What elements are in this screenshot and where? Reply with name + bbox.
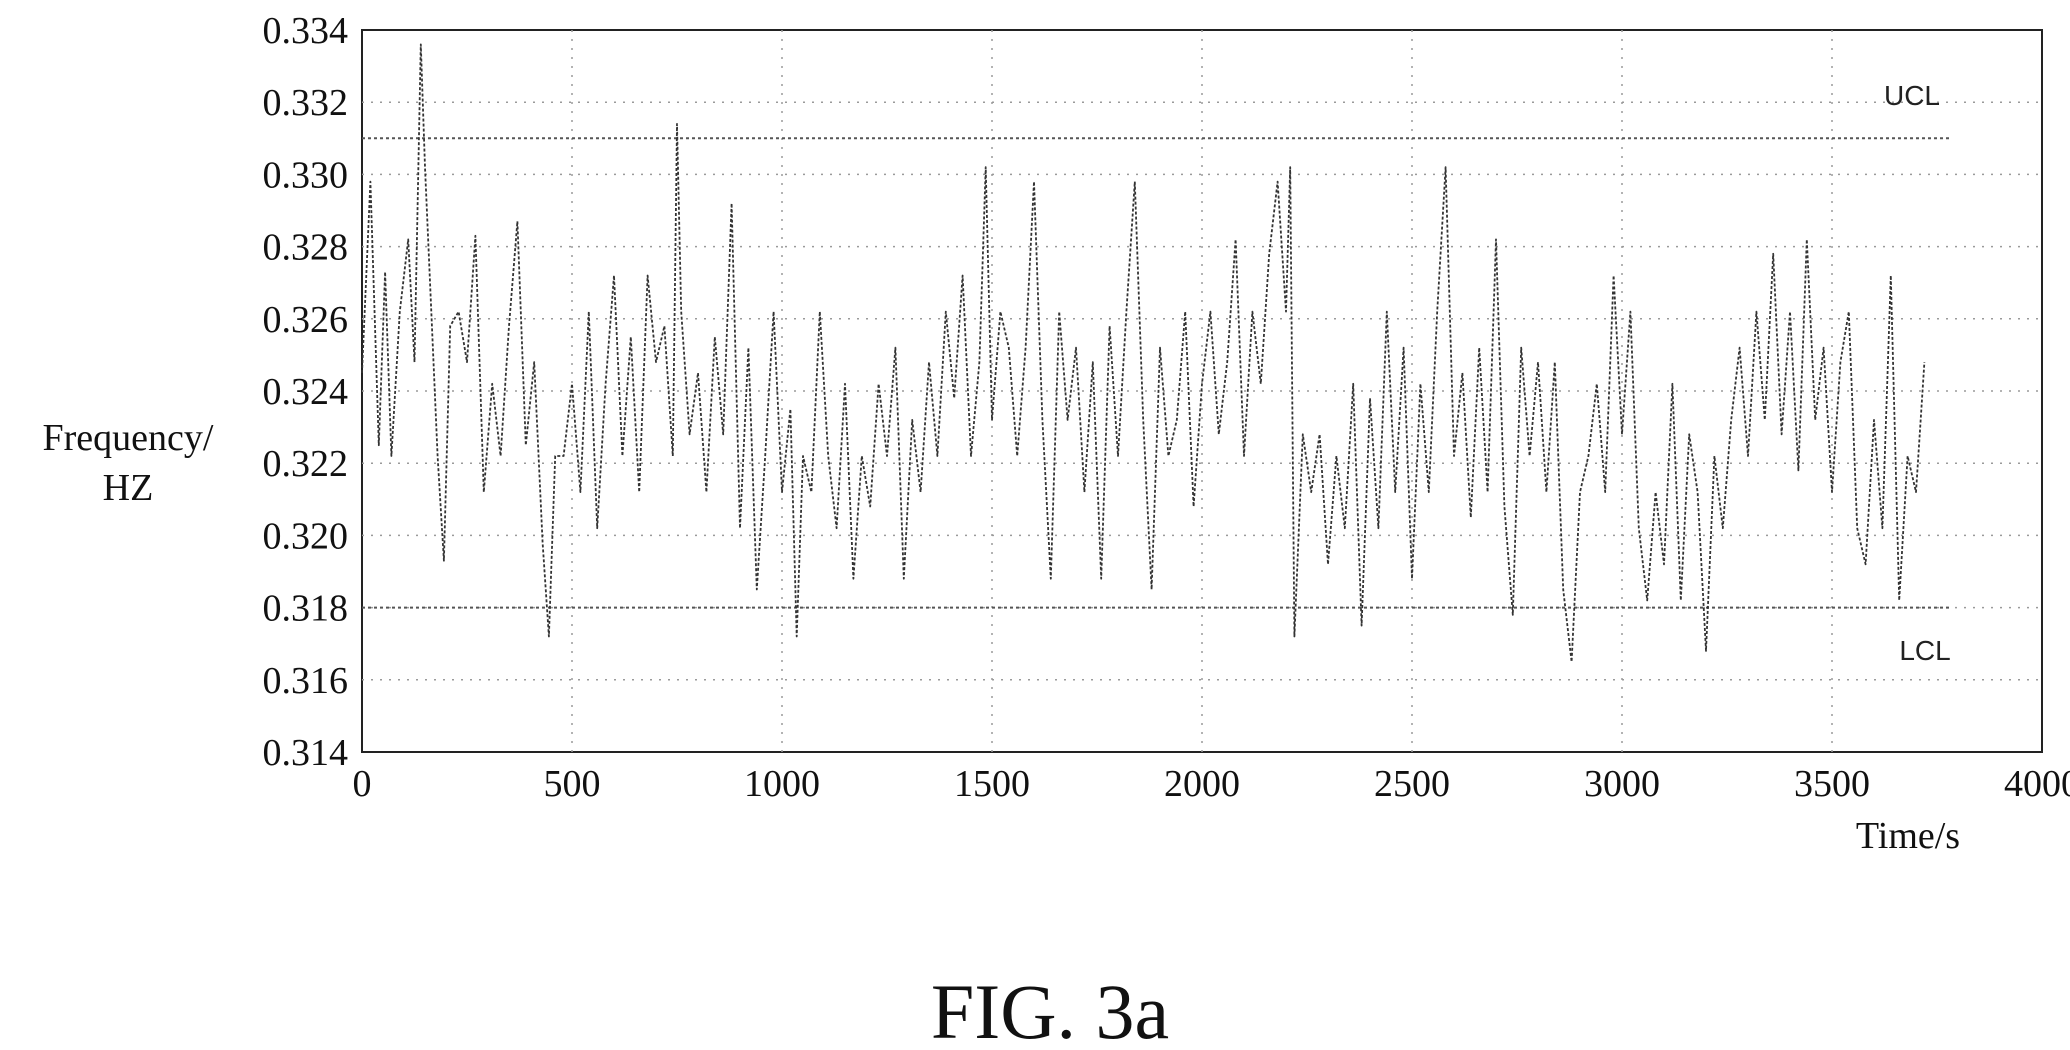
y-tick-label: 0.330: [263, 154, 349, 196]
x-tick-label: 2500: [1374, 763, 1450, 805]
series-group: [361, 43, 1926, 663]
y-tick-label: 0.326: [263, 299, 349, 341]
x-tick-label: 500: [544, 763, 601, 805]
y-tick-labels: 0.314 0.316 0.318 0.320 0.322 0.324 0.326 0.328…: [263, 10, 349, 774]
x-axis-title: Time/s: [1856, 815, 1960, 857]
y-tick-label: 0.324: [263, 371, 349, 413]
y-tick-label: 0.316: [263, 660, 349, 702]
x-tick-label: 3500: [1794, 763, 1870, 805]
y-tick-label: 0.318: [263, 588, 349, 630]
y-tick-label: 0.314: [263, 732, 349, 774]
frequency-series-line: [361, 43, 1926, 663]
y-tick-label: 0.320: [263, 515, 349, 557]
y-tick-label: 0.322: [263, 443, 349, 485]
lcl-label: LCL: [1899, 635, 1950, 666]
figure-caption: FIG. 3a: [931, 968, 1169, 1050]
x-tick-label: 3000: [1584, 763, 1660, 805]
y-tick-label: 0.334: [263, 10, 349, 52]
ucl-label: UCL: [1884, 80, 1940, 111]
x-tick-label: 0: [353, 763, 372, 805]
control-limit-lines: [362, 137, 1950, 609]
y-tick-label: 0.328: [263, 227, 349, 269]
y-tick-label: 0.332: [263, 82, 349, 124]
x-tick-label: 1500: [954, 763, 1030, 805]
x-tick-label: 2000: [1164, 763, 1240, 805]
y-axis-title-line-2: HZ: [103, 467, 154, 509]
x-tick-label: 1000: [744, 763, 820, 805]
y-axis-title-line-1: Frequency/: [43, 417, 214, 459]
